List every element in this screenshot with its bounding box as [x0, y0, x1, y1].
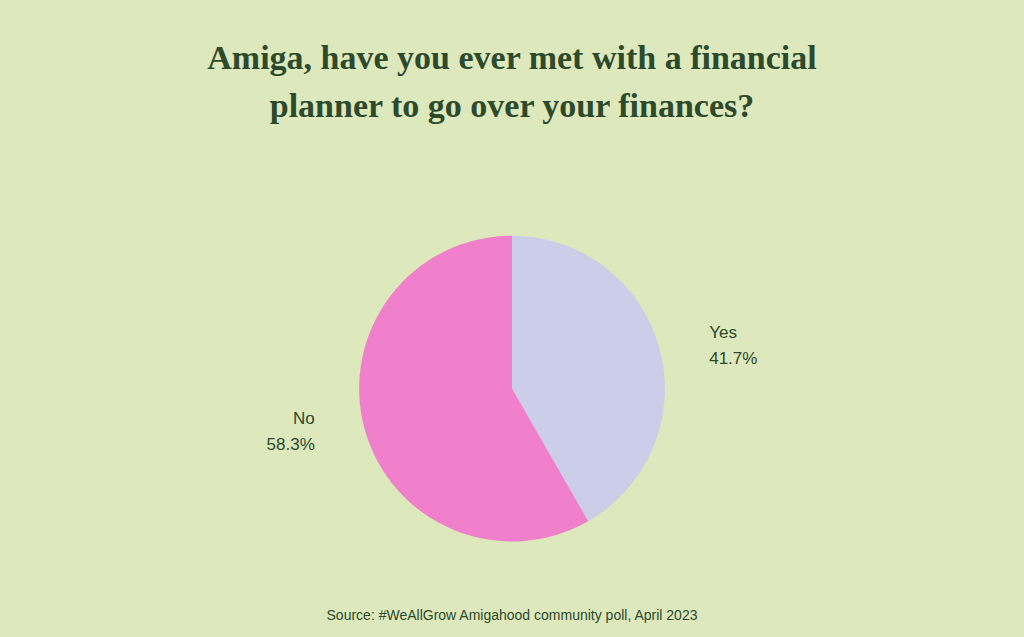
svg-text:planner to go over your financ: planner to go over your finances?	[270, 87, 755, 124]
svg-text:No: No	[293, 409, 315, 428]
svg-text:41.7%: 41.7%	[709, 349, 757, 368]
svg-text:58.3%: 58.3%	[267, 435, 315, 454]
svg-text:Yes: Yes	[709, 323, 737, 342]
svg-text:Amiga, have you ever met with: Amiga, have you ever met with a financia…	[207, 39, 816, 76]
svg-text:Source: #WeAllGrow Amigahood c: Source: #WeAllGrow Amigahood community p…	[327, 607, 698, 623]
